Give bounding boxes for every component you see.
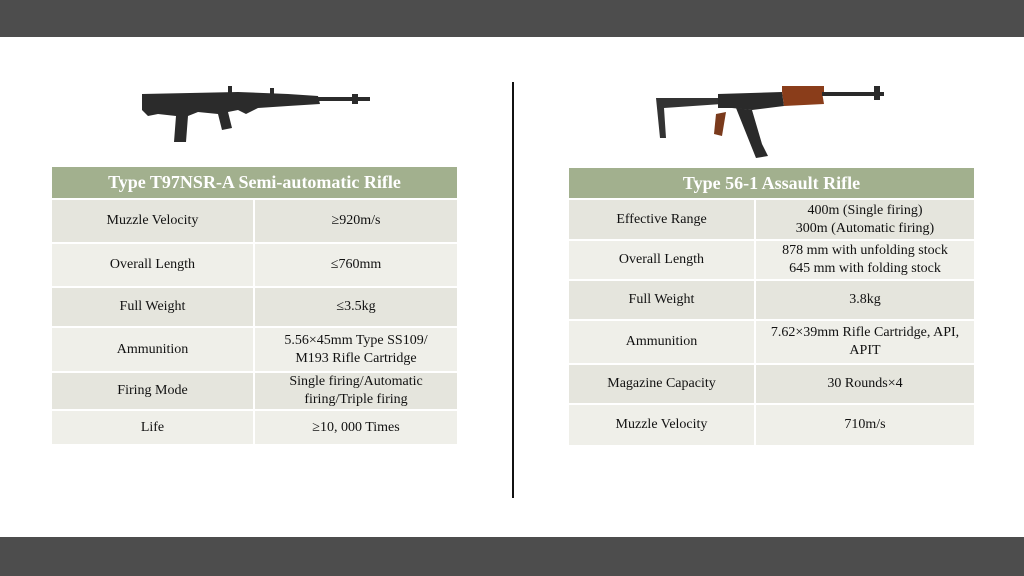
table-row: Firing Mode Single firing/Automatic firin…	[52, 373, 457, 409]
row-value: ≤3.5kg	[255, 288, 457, 326]
row-label: Muzzle Velocity	[52, 200, 253, 242]
assault-rifle-image	[656, 86, 884, 158]
row-label: Effective Range	[569, 200, 754, 239]
row-label: Ammunition	[52, 328, 253, 371]
row-label: Full Weight	[52, 288, 253, 326]
row-value: ≥920m/s	[255, 200, 457, 242]
right-table-title: Type 56-1 Assault Rifle	[569, 168, 974, 198]
vertical-divider	[512, 82, 514, 498]
left-spec-table: Type T97NSR-A Semi-automatic Rifle Muzzl…	[52, 167, 457, 446]
row-label: Overall Length	[52, 244, 253, 286]
left-table-title: Type T97NSR-A Semi-automatic Rifle	[52, 167, 457, 198]
table-row: Effective Range 400m (Single firing) 300m…	[569, 200, 974, 239]
row-label: Magazine Capacity	[569, 365, 754, 403]
table-row: Full Weight ≤3.5kg	[52, 288, 457, 326]
row-value: 878 mm with unfolding stock 645 mm with …	[756, 241, 974, 279]
row-label: Muzzle Velocity	[569, 405, 754, 445]
bottom-bar	[0, 537, 1024, 576]
row-value: 710m/s	[756, 405, 974, 445]
row-value: Single firing/Automatic firing/Triple fi…	[255, 373, 457, 409]
row-label: Full Weight	[569, 281, 754, 319]
table-row: Full Weight 3.8kg	[569, 281, 974, 319]
table-row: Overall Length 878 mm with unfolding stoc…	[569, 241, 974, 279]
row-value: ≤760mm	[255, 244, 457, 286]
row-value: 7.62×39mm Rifle Cartridge, API, APIT	[756, 321, 974, 363]
table-row: Ammunition 5.56×45mm Type SS109/ M193 Rif…	[52, 328, 457, 371]
row-label: Firing Mode	[52, 373, 253, 409]
right-spec-table: Type 56-1 Assault Rifle Effective Range 4…	[569, 168, 974, 447]
table-row: Life ≥10, 000 Times	[52, 411, 457, 444]
row-value: 400m (Single firing) 300m (Automatic fir…	[756, 200, 974, 239]
top-bar	[0, 0, 1024, 37]
bullpup-rifle-image	[142, 86, 370, 142]
row-label: Life	[52, 411, 253, 444]
row-value: 30 Rounds×4	[756, 365, 974, 403]
table-row: Muzzle Velocity ≥920m/s	[52, 200, 457, 242]
row-label: Overall Length	[569, 241, 754, 279]
row-value: 3.8kg	[756, 281, 974, 319]
table-row: Muzzle Velocity 710m/s	[569, 405, 974, 445]
table-row: Overall Length ≤760mm	[52, 244, 457, 286]
row-label: Ammunition	[569, 321, 754, 363]
row-value: ≥10, 000 Times	[255, 411, 457, 444]
row-value: 5.56×45mm Type SS109/ M193 Rifle Cartrid…	[255, 328, 457, 371]
table-row: Magazine Capacity 30 Rounds×4	[569, 365, 974, 403]
table-row: Ammunition 7.62×39mm Rifle Cartridge, API…	[569, 321, 974, 363]
